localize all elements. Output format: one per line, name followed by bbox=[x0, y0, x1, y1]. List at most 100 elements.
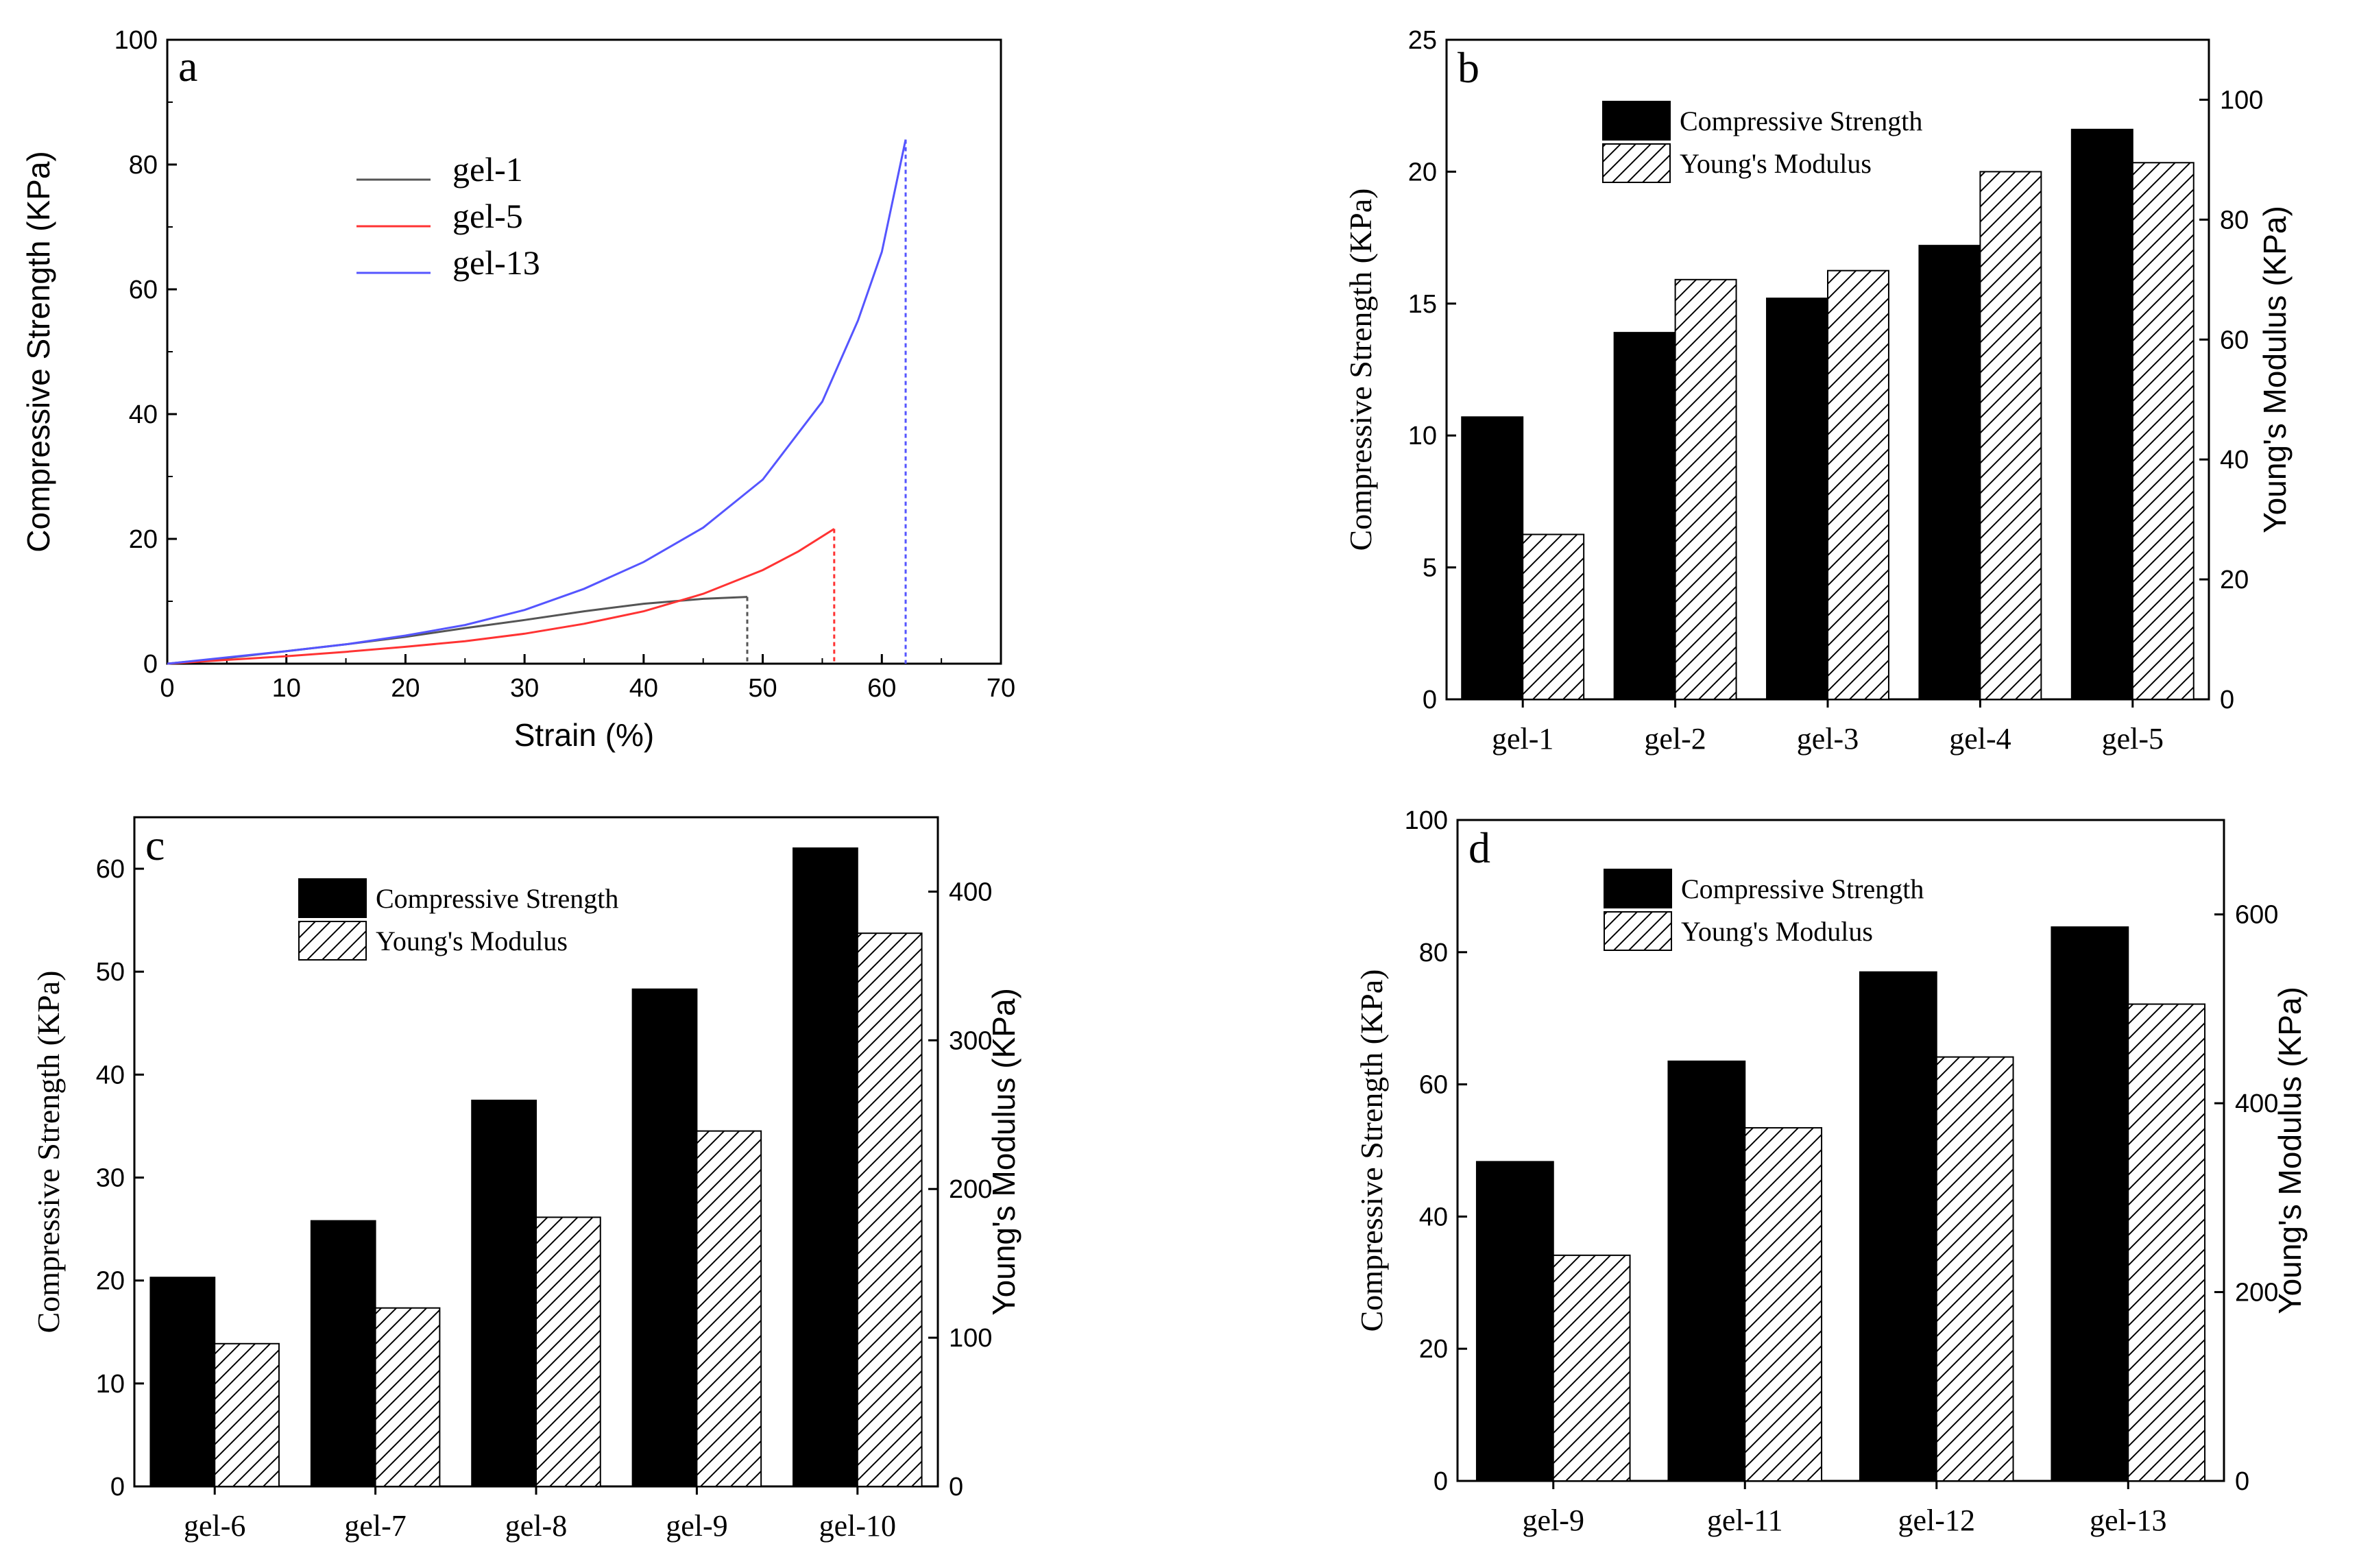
bar-compressive-strength bbox=[2051, 926, 2129, 1482]
y2-axis-label: Young's Modulus (KPa) bbox=[2257, 206, 2293, 533]
x-tick-label: gel-11 bbox=[1707, 1504, 1783, 1537]
y2-tick-label: 600 bbox=[2235, 901, 2278, 930]
x-tick-label: 20 bbox=[391, 674, 420, 703]
y2-tick-label: 0 bbox=[949, 1473, 963, 1501]
legend-label: Young's Modulus bbox=[376, 926, 568, 956]
panel-label: d bbox=[1468, 823, 1490, 872]
panel-b-bar-chart: 0 5 10 15 20 25 0 20 40 60 80 100 gel-1 gel-2 gel-3 gel… bbox=[1343, 26, 2293, 756]
bar-youngs-modulus bbox=[374, 1307, 441, 1487]
x-tick-label: 0 bbox=[160, 674, 174, 703]
y-tick-label: 5 bbox=[1423, 554, 1437, 583]
y2-tick-label: 80 bbox=[2220, 206, 2249, 234]
bar-compressive-strength bbox=[1613, 332, 1676, 700]
y-axis-label: Compressive Strength (KPa) bbox=[1343, 189, 1378, 551]
x-tick-label: gel-8 bbox=[505, 1509, 567, 1543]
bar-youngs-modulus bbox=[1979, 171, 2042, 700]
bar-youngs-modulus bbox=[1935, 1056, 2014, 1482]
y2-tick-label: 0 bbox=[2235, 1467, 2249, 1496]
panel-c-bar-chart: 0 10 20 30 40 50 60 0 100 200 300 400 gel-6 gel-7 gel-… bbox=[31, 816, 1021, 1543]
legend-label: Compressive Strength bbox=[1680, 106, 1922, 136]
legend-label: Compressive Strength bbox=[1681, 873, 1924, 904]
y-tick-label: 60 bbox=[96, 855, 125, 884]
panel-d-bar-chart: 0 20 40 60 80 100 0 200 400 600 gel-9 gel-11 gel-12 g… bbox=[1354, 806, 2308, 1537]
bar-compressive-strength bbox=[1461, 416, 1524, 700]
x-axis-label: Strain (%) bbox=[514, 717, 654, 753]
series-line-gel-5 bbox=[167, 528, 835, 665]
legend-label: gel-5 bbox=[452, 197, 523, 235]
tick-labels: 0 10 20 30 40 50 60 70 0 20 40 60 80 100 bbox=[114, 26, 1016, 703]
bar-compressive-strength bbox=[1766, 298, 1829, 700]
y2-tick-label: 200 bbox=[2235, 1279, 2278, 1307]
y-tick-label: 50 bbox=[96, 958, 125, 987]
series-line-gel-13 bbox=[167, 139, 907, 665]
x-tick-label: 40 bbox=[629, 674, 658, 703]
bar-youngs-modulus bbox=[696, 1130, 762, 1487]
y-tick-label: 0 bbox=[1434, 1467, 1448, 1496]
y-tick-label: 100 bbox=[1405, 806, 1448, 835]
bar-compressive-strength bbox=[793, 847, 858, 1487]
bar-compressive-strength bbox=[471, 1099, 537, 1487]
x-tick-label: 10 bbox=[272, 674, 301, 703]
bar-compressive-strength bbox=[149, 1277, 216, 1488]
y-tick-label: 80 bbox=[1419, 939, 1448, 967]
legend-swatch-youngs-modulus bbox=[1602, 143, 1671, 183]
y2-tick-label: 100 bbox=[949, 1324, 992, 1353]
panel-a-line-chart: 0 10 20 30 40 50 60 70 0 20 40 60 80 100 Strain (%) Com… bbox=[21, 26, 1015, 753]
legend-label: gel-13 bbox=[452, 243, 540, 282]
y2-tick-label: 20 bbox=[2220, 566, 2249, 594]
x-tick-label: 70 bbox=[987, 674, 1015, 703]
y2-tick-label: 400 bbox=[2235, 1089, 2278, 1118]
y-tick-label: 10 bbox=[1408, 422, 1437, 450]
y-tick-label: 20 bbox=[129, 525, 158, 554]
y-tick-label: 30 bbox=[96, 1164, 125, 1193]
panel-label: b bbox=[1458, 43, 1479, 92]
bar-youngs-modulus bbox=[1744, 1126, 1823, 1482]
bar-compressive-strength bbox=[631, 988, 698, 1488]
x-tick-label: gel-5 bbox=[2102, 722, 2164, 756]
legend-swatch-compressive-strength bbox=[1602, 101, 1671, 141]
x-tick-label: gel-6 bbox=[184, 1509, 245, 1543]
y-tick-label: 0 bbox=[1423, 686, 1437, 714]
y-tick-label: 40 bbox=[1419, 1203, 1448, 1231]
y-tick-label: 80 bbox=[129, 151, 158, 180]
x-tick-label: 50 bbox=[748, 674, 777, 703]
y-tick-label: 20 bbox=[1408, 158, 1437, 186]
x-tick-label: gel-1 bbox=[1492, 722, 1553, 756]
x-tick-label: gel-4 bbox=[1949, 722, 2011, 756]
y-tick-label: 0 bbox=[110, 1473, 125, 1501]
y-tick-label: 40 bbox=[129, 400, 158, 429]
y2-tick-label: 60 bbox=[2220, 326, 2249, 354]
bar-youngs-modulus bbox=[2127, 1003, 2206, 1482]
bar-youngs-modulus bbox=[1522, 533, 1585, 700]
y2-axis-label: Young's Modulus (KPa) bbox=[2272, 987, 2308, 1314]
y-tick-label: 40 bbox=[96, 1061, 125, 1089]
x-tick-label: 30 bbox=[510, 674, 539, 703]
y2-tick-label: 40 bbox=[2220, 446, 2249, 474]
y-axis-label: Compressive Strength (KPa) bbox=[1354, 969, 1389, 1332]
plot-frame bbox=[1456, 819, 2225, 1482]
y-tick-label: 10 bbox=[96, 1370, 125, 1399]
legend-swatch-youngs-modulus bbox=[1604, 911, 1672, 951]
bar-youngs-modulus bbox=[1674, 278, 1737, 700]
y2-axis-label: Young's Modulus (KPa) bbox=[986, 988, 1021, 1316]
y2-tick-label: 400 bbox=[949, 878, 992, 906]
y-tick-label: 0 bbox=[143, 650, 158, 679]
bar-youngs-modulus bbox=[535, 1216, 601, 1488]
legend-label: Young's Modulus bbox=[1681, 916, 1873, 947]
y-tick-label: 15 bbox=[1408, 290, 1437, 319]
x-tick-label: 60 bbox=[867, 674, 896, 703]
bar-compressive-strength bbox=[1667, 1060, 1746, 1482]
panel-label: c bbox=[145, 821, 165, 869]
legend-swatch-youngs-modulus bbox=[298, 921, 367, 961]
bar-compressive-strength bbox=[1859, 971, 1937, 1482]
y2-tick-label: 200 bbox=[949, 1175, 992, 1204]
y-tick-label: 20 bbox=[1419, 1335, 1448, 1364]
y-tick-label: 20 bbox=[96, 1267, 125, 1296]
y-tick-label: 60 bbox=[129, 276, 158, 304]
panel-label: a bbox=[178, 42, 197, 91]
x-tick-label: gel-2 bbox=[1644, 722, 1706, 756]
x-tick-label: gel-9 bbox=[666, 1509, 727, 1543]
bar-youngs-modulus bbox=[1827, 269, 1889, 700]
bar-youngs-modulus bbox=[1552, 1254, 1631, 1482]
